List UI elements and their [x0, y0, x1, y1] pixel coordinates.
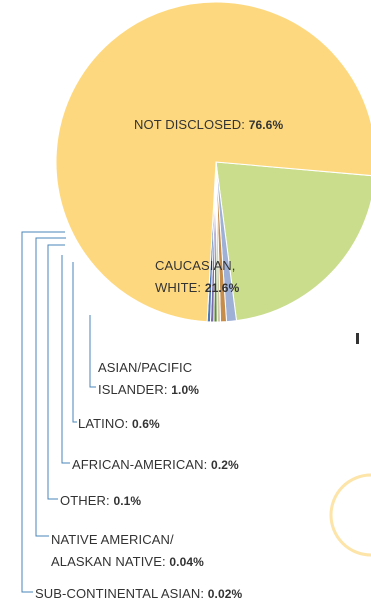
cropped-text-fragment	[356, 333, 359, 344]
leader-other	[47, 244, 65, 500]
label-asian-pacific-line2: ISLANDER: 1.0%	[98, 382, 199, 397]
leader-african-american	[61, 255, 70, 464]
leader-sub-continental	[21, 231, 65, 593]
label-african-american: AFRICAN-AMERICAN: 0.2%	[72, 457, 239, 472]
pie-slices	[55, 1, 371, 323]
label-caucasian-line1: CAUCASIAN,	[155, 258, 235, 273]
label-latino: LATINO: 0.6%	[78, 416, 160, 431]
pie-slice-caucasian	[215, 161, 371, 322]
label-caucasian-line2: WHITE: 21.6%	[155, 280, 240, 295]
pie-slice-not-disclosed	[55, 1, 371, 323]
label-native-american-line1: NATIVE AMERICAN/	[51, 532, 174, 547]
leader-asian-pacific	[89, 315, 96, 388]
label-asian-pacific-line1: ASIAN/PACIFIC	[98, 360, 192, 375]
cropped-shape-fragment	[329, 473, 371, 557]
label-not-disclosed: NOT DISCLOSED: 76.6%	[134, 117, 283, 132]
leader-lines	[21, 231, 96, 593]
label-other: OTHER: 0.1%	[60, 493, 141, 508]
leader-native-american	[35, 237, 66, 537]
label-sub-continental: SUB-CONTINENTAL ASIAN: 0.02%	[35, 586, 243, 601]
label-native-american-line2: ALASKAN NATIVE: 0.04%	[51, 554, 204, 569]
leader-latino	[72, 262, 77, 423]
